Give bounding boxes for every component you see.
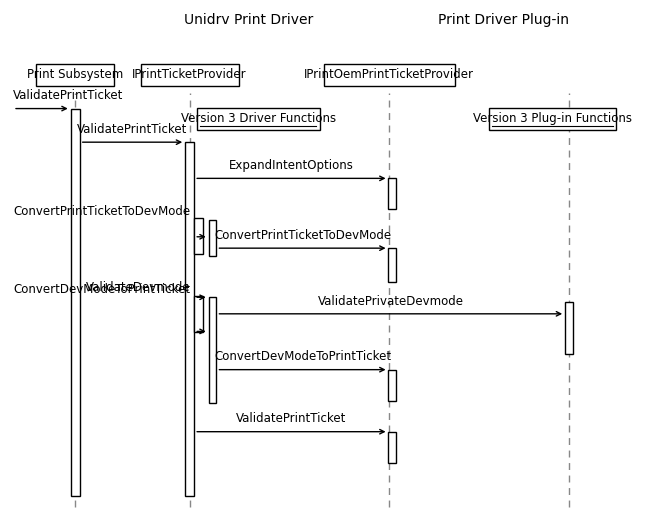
Bar xyxy=(388,178,396,209)
Bar xyxy=(388,248,396,282)
Text: ValidatePrintTicket: ValidatePrintTicket xyxy=(236,413,347,425)
Text: IPrintOemPrintTicketProvider: IPrintOemPrintTicketProvider xyxy=(304,68,474,82)
Text: ConvertPrintTicketToDevMode: ConvertPrintTicketToDevMode xyxy=(214,229,391,242)
Bar xyxy=(141,64,239,86)
Text: ValidateDevmode: ValidateDevmode xyxy=(86,281,191,294)
Text: ConvertDevModeToPrintTicket: ConvertDevModeToPrintTicket xyxy=(14,283,191,296)
Text: ValidatePrintTicket: ValidatePrintTicket xyxy=(77,123,188,136)
Bar xyxy=(209,297,216,403)
Bar xyxy=(388,432,396,463)
Text: Print Subsystem: Print Subsystem xyxy=(27,68,124,82)
Bar xyxy=(324,64,455,86)
Text: Print Driver Plug-in: Print Driver Plug-in xyxy=(438,13,569,27)
Bar xyxy=(209,220,216,256)
Text: ConvertDevModeToPrintTicket: ConvertDevModeToPrintTicket xyxy=(214,351,391,363)
Bar xyxy=(194,296,203,332)
Bar xyxy=(71,109,80,496)
Text: Version 3 Plug-in Functions: Version 3 Plug-in Functions xyxy=(473,112,632,126)
Text: ExpandIntentOptions: ExpandIntentOptions xyxy=(229,159,354,172)
Text: ValidatePrivateDevmode: ValidatePrivateDevmode xyxy=(318,295,464,308)
Bar xyxy=(197,108,320,130)
Bar xyxy=(37,64,114,86)
Bar xyxy=(565,302,573,354)
Text: ConvertPrintTicketToDevMode: ConvertPrintTicketToDevMode xyxy=(14,205,191,218)
Bar xyxy=(489,108,616,130)
Text: IPrintTicketProvider: IPrintTicketProvider xyxy=(132,68,247,82)
Bar xyxy=(185,142,194,496)
Text: Version 3 Driver Functions: Version 3 Driver Functions xyxy=(181,112,336,126)
Bar xyxy=(388,370,396,401)
Bar xyxy=(194,218,203,254)
Text: ValidatePrintTicket: ValidatePrintTicket xyxy=(13,89,124,102)
Text: Unidrv Print Driver: Unidrv Print Driver xyxy=(184,13,313,27)
